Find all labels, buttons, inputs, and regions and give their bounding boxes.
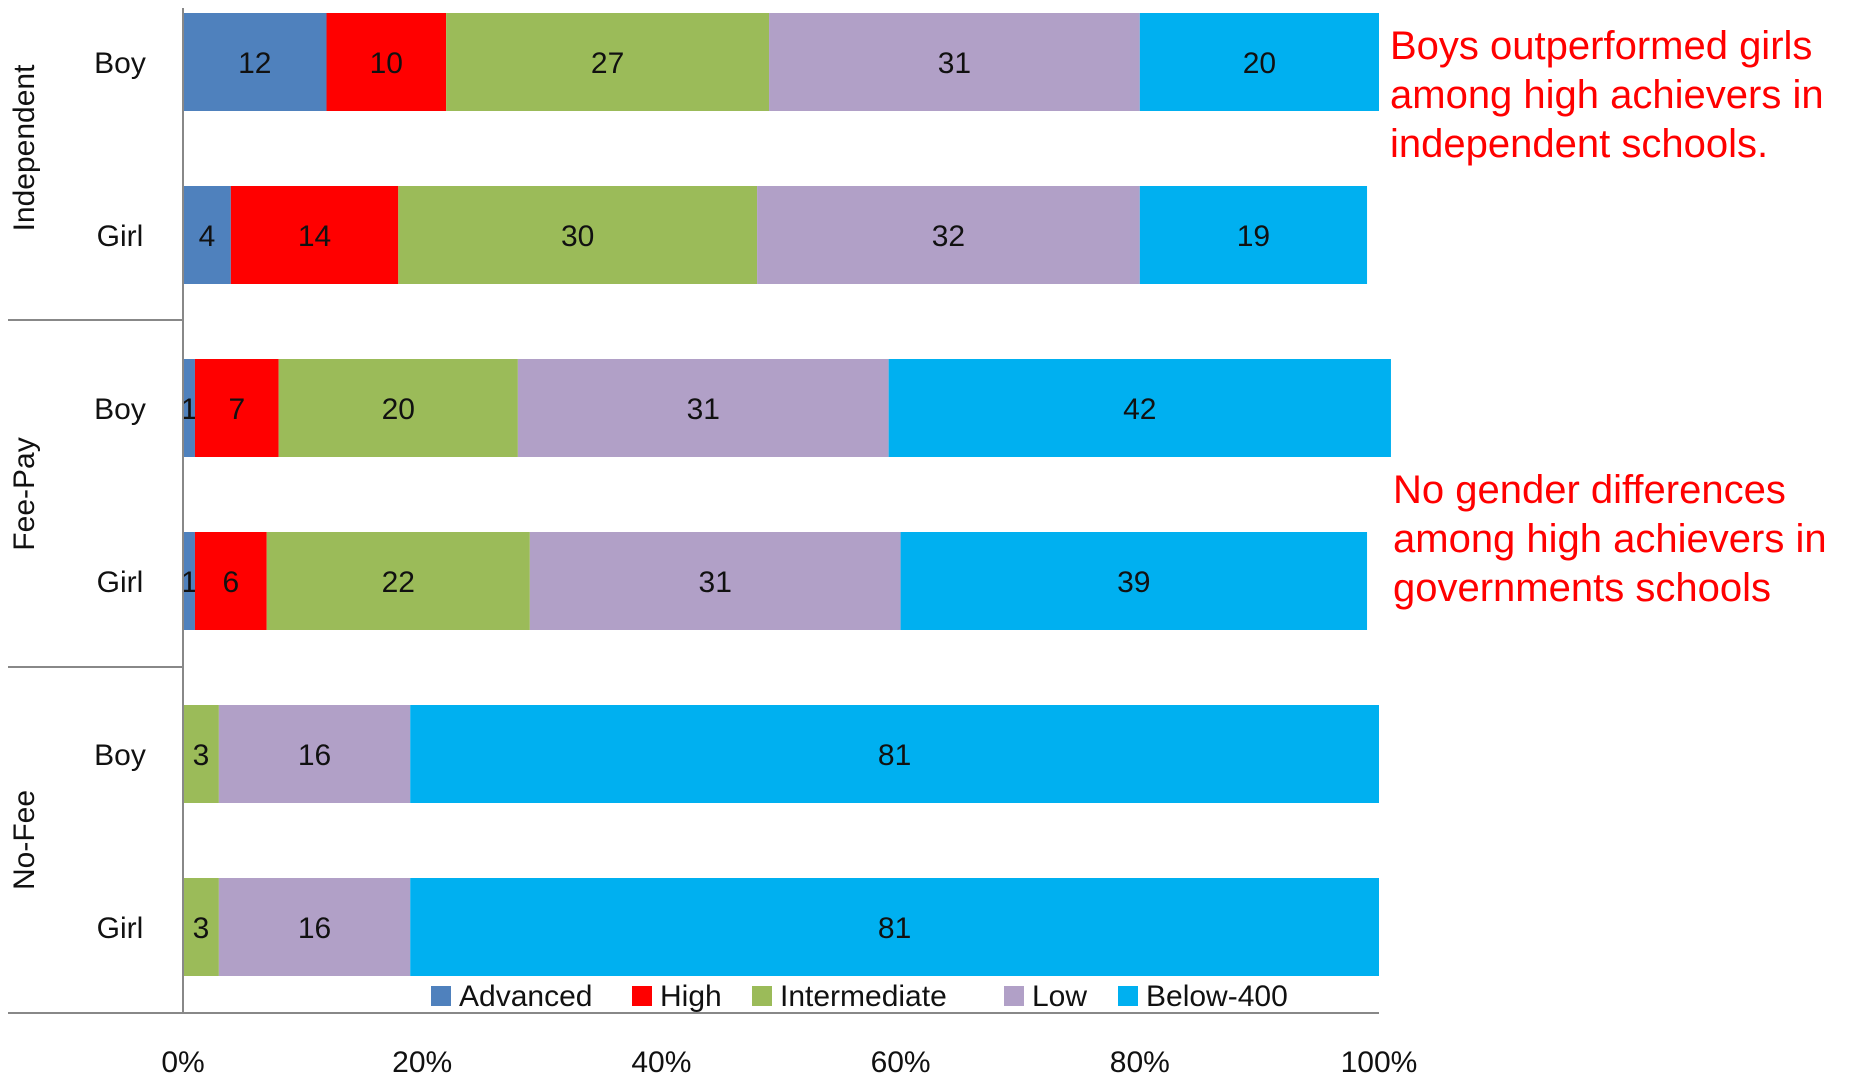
bar-segment <box>218 705 411 803</box>
data-label: 39 <box>1117 566 1150 599</box>
legend-entry: Advanced <box>459 980 592 1013</box>
group-label: Independent <box>8 64 41 231</box>
x-tick-label: 80% <box>1110 1046 1170 1075</box>
legend-swatch <box>632 986 652 1006</box>
bar-segment <box>1139 13 1379 111</box>
bar-segment <box>194 359 279 457</box>
data-label: 10 <box>370 47 403 80</box>
data-label: 3 <box>193 912 210 945</box>
data-label: 7 <box>228 393 245 426</box>
bar-segment <box>1139 186 1368 284</box>
bar-segment <box>218 878 411 976</box>
bar-segment <box>183 705 219 803</box>
data-label: 31 <box>699 566 732 599</box>
annotation-line: independent schools. <box>1390 122 1769 166</box>
bar-segment <box>757 186 1140 284</box>
legend-entry: Low <box>1032 980 1087 1013</box>
data-label: 20 <box>382 393 415 426</box>
data-label: 81 <box>878 739 911 772</box>
x-tick-label: 0% <box>161 1046 204 1075</box>
bar-segment <box>517 359 889 457</box>
bar-segment <box>529 532 901 630</box>
bar-segment <box>183 878 219 976</box>
bar-segment <box>194 532 267 630</box>
data-label: 20 <box>1243 47 1276 80</box>
data-label: 19 <box>1237 220 1270 253</box>
annotation-independent: Boys outperformed girls among high achie… <box>1390 22 1824 169</box>
annotation-line: among high achievers in <box>1393 517 1827 561</box>
bar-segment <box>410 878 1379 976</box>
bar-segment <box>769 13 1140 111</box>
legend-entry: Below‑400 <box>1146 980 1288 1013</box>
data-label: 31 <box>938 47 971 80</box>
data-label: 32 <box>932 220 965 253</box>
bar-segment <box>266 532 530 630</box>
bar-segment <box>446 13 770 111</box>
x-tick-label: 100% <box>1341 1046 1418 1075</box>
annotation-line: Boys outperformed girls <box>1390 24 1813 68</box>
legend-swatch <box>752 986 772 1006</box>
data-label: 1 <box>181 566 198 599</box>
category-label: Boy <box>94 393 146 426</box>
data-label: 6 <box>222 566 239 599</box>
bar-segment <box>183 532 195 630</box>
bar-segment <box>900 532 1368 630</box>
data-label: 42 <box>1123 393 1156 426</box>
x-tick-label: 20% <box>392 1046 452 1075</box>
data-label: 12 <box>238 47 271 80</box>
data-label: 81 <box>878 912 911 945</box>
data-label: 30 <box>561 220 594 253</box>
bar-segment <box>888 359 1391 457</box>
annotation-line: governments schools <box>1393 566 1771 610</box>
bar-segment <box>183 186 231 284</box>
bar-segment <box>278 359 518 457</box>
bar-segment <box>230 186 399 284</box>
bar-segment <box>183 13 327 111</box>
data-label: 27 <box>591 47 624 80</box>
legend-entry: High <box>660 980 722 1013</box>
group-label: No‑Fee <box>8 790 41 890</box>
annotation-government: No gender differences among high achieve… <box>1393 466 1827 613</box>
legend-swatch <box>431 986 451 1006</box>
x-tick-label: 60% <box>871 1046 931 1075</box>
legend-entry: Intermediate <box>780 980 947 1013</box>
category-label: Girl <box>97 220 144 253</box>
data-label: 16 <box>298 912 331 945</box>
category-label: Girl <box>97 566 144 599</box>
annotation-line: among high achievers in <box>1390 73 1824 117</box>
data-label: 22 <box>382 566 415 599</box>
data-label: 16 <box>298 739 331 772</box>
category-label: Girl <box>97 912 144 945</box>
bar-segment <box>326 13 447 111</box>
legend-swatch <box>1118 986 1138 1006</box>
data-label: 14 <box>298 220 331 253</box>
category-label: Boy <box>94 47 146 80</box>
bar-segment <box>183 359 195 457</box>
annotation-line: No gender differences <box>1393 468 1786 512</box>
bar-segment <box>398 186 758 284</box>
data-label: 31 <box>687 393 720 426</box>
category-label: Boy <box>94 739 146 772</box>
data-label: 4 <box>199 220 216 253</box>
x-tick-label: 40% <box>631 1046 691 1075</box>
data-label: 3 <box>193 739 210 772</box>
group-label: Fee‑Pay <box>8 437 41 550</box>
data-label: 1 <box>181 393 198 426</box>
legend-swatch <box>1004 986 1024 1006</box>
bar-segment <box>410 705 1379 803</box>
